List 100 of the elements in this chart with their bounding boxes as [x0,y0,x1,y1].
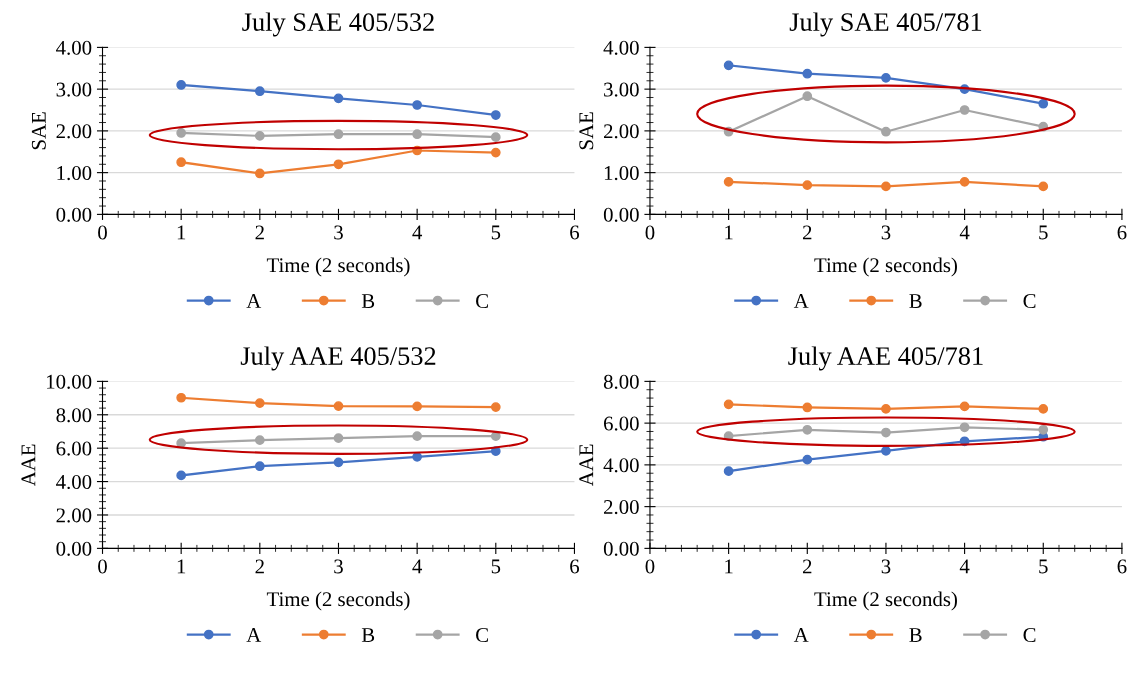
x-tick-label: 5 [1039,559,1048,574]
y-tick-label: 2.00 [56,508,92,523]
x-tick-label: 1 [177,225,186,240]
point [333,129,344,140]
x-tick-label: 5 [1039,225,1048,240]
x-tick-label: 5 [491,559,501,574]
point [802,402,813,413]
point [333,401,344,411]
point [959,105,970,115]
point [802,68,813,79]
point [959,422,970,433]
x-tick-label: 2 [802,559,812,574]
y-tick-label: 2.00 [56,124,92,139]
x-tick-label: 3 [881,225,891,240]
x-axis-title: Time (2 seconds) [814,591,957,611]
x-axis-title: Time (2 seconds) [266,257,410,277]
chart-title: July AAE 405/532 [240,346,436,371]
legend-label: B [361,294,375,308]
point [490,402,501,412]
y-tick-label: 4.00 [56,40,92,55]
y-tick-label: 3.00 [604,82,639,97]
y-axis-title: AAE [579,444,594,487]
point [412,129,423,140]
y-tick-label: 0.00 [56,207,92,222]
y-axis-title: SAE [31,112,46,150]
point [723,399,734,410]
point [881,126,891,137]
x-tick-label: 3 [334,225,343,240]
y-tick-label: 4.00 [603,40,639,55]
x-tick-label: 4 [959,225,970,240]
legend-label: A [246,294,262,308]
point [881,446,891,456]
point [802,180,813,191]
point [333,93,344,104]
x-tick-label: 0 [98,225,107,240]
y-tick-label: 4.00 [56,474,92,490]
x-tick-label: 1 [177,559,186,574]
point [1038,181,1049,192]
point [254,435,265,446]
point [490,132,501,143]
x-tick-label: 1 [725,559,733,574]
x-tick-label: 4 [959,559,970,574]
point [254,131,265,141]
x-tick-label: 5 [491,225,501,240]
y-tick-label: 6.00 [603,416,639,431]
chart-title: July AAE 405/781 [788,346,983,371]
point [176,392,187,403]
point [254,398,265,408]
point [881,181,891,192]
x-tick-label: 4 [412,225,423,240]
point [723,176,734,187]
x-tick-label: 6 [1117,559,1127,574]
point [490,110,501,120]
point [1038,404,1049,414]
point [881,404,891,414]
point [959,401,970,412]
point [723,466,734,476]
y-tick-label: 0.00 [603,207,639,222]
y-tick-label: 1.00 [57,166,92,181]
legend-label: B [909,628,922,642]
y-axis-title: AAE [21,444,36,487]
y-tick-label: 8.00 [603,374,639,389]
point [1038,424,1049,435]
x-tick-label: 6 [570,225,580,240]
x-tick-label: 6 [570,559,580,574]
y-tick-label: 0.00 [603,541,639,556]
legend-label: C [476,628,488,643]
point [412,431,423,442]
y-tick-label: 0.00 [56,541,92,556]
point [254,86,265,97]
y-tick-label: 2.00 [604,500,639,515]
legend-label: B [361,628,375,642]
legend-label: A [793,294,809,308]
chart-title: July SAE 405/781 [789,12,982,37]
x-tick-label: 0 [98,559,107,574]
point [802,454,813,465]
x-tick-label: 6 [1117,225,1127,240]
legend-label: C [476,294,488,309]
legend-label: B [909,294,922,308]
y-tick-label: 1.00 [604,166,639,181]
x-tick-label: 2 [255,559,264,574]
point [802,91,813,102]
y-tick-label: 2.00 [604,124,639,139]
y-tick-label: 8.00 [56,408,92,423]
x-tick-label: 2 [802,225,812,240]
x-axis-title: Time (2 seconds) [266,591,410,611]
y-axis-title: SAE [579,112,594,150]
x-tick-label: 3 [334,559,343,574]
x-tick-label: 1 [725,225,733,240]
y-tick-label: 10.00 [47,374,92,389]
point [176,157,187,168]
chart-title: July SAE 405/532 [242,12,434,37]
legend-label: C [1023,628,1036,643]
legend-label: A [246,628,262,642]
y-tick-label: 3.00 [56,82,92,97]
point [176,128,187,138]
point [1038,98,1049,109]
point [333,159,344,170]
x-tick-label: 4 [412,559,423,574]
x-tick-label: 3 [881,559,891,574]
